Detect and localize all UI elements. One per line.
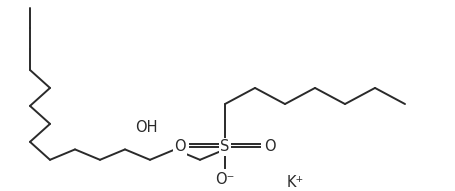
Text: K⁺: K⁺ — [286, 175, 303, 190]
Text: O⁻: O⁻ — [215, 172, 235, 187]
Text: S: S — [220, 139, 230, 154]
Text: O: O — [264, 139, 276, 154]
Text: OH: OH — [135, 120, 157, 135]
Text: O: O — [174, 139, 186, 154]
